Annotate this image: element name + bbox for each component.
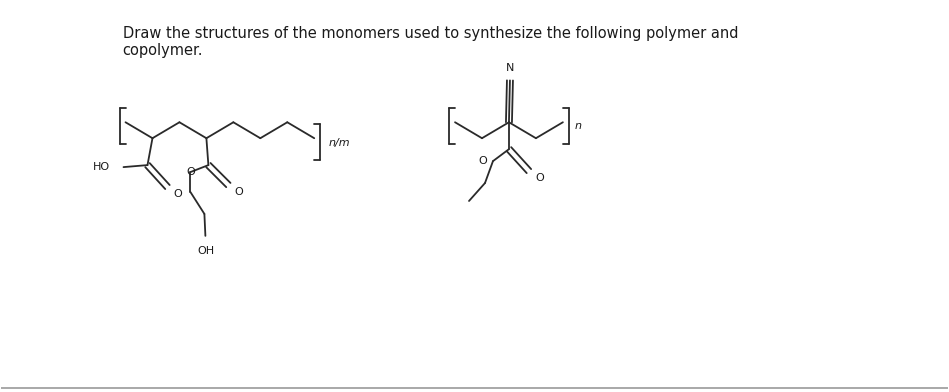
Text: n: n: [575, 121, 582, 131]
Text: O: O: [186, 167, 195, 177]
Text: HO: HO: [92, 162, 109, 172]
Text: Draw the structures of the monomers used to synthesize the following polymer and: Draw the structures of the monomers used…: [122, 25, 738, 41]
Text: copolymer.: copolymer.: [122, 43, 203, 58]
Text: O: O: [234, 187, 243, 197]
Text: N: N: [506, 64, 514, 73]
Text: n/m: n/m: [328, 138, 350, 148]
Text: O: O: [535, 173, 544, 183]
Text: O: O: [174, 189, 182, 199]
Text: OH: OH: [197, 246, 215, 256]
Text: O: O: [478, 156, 488, 166]
